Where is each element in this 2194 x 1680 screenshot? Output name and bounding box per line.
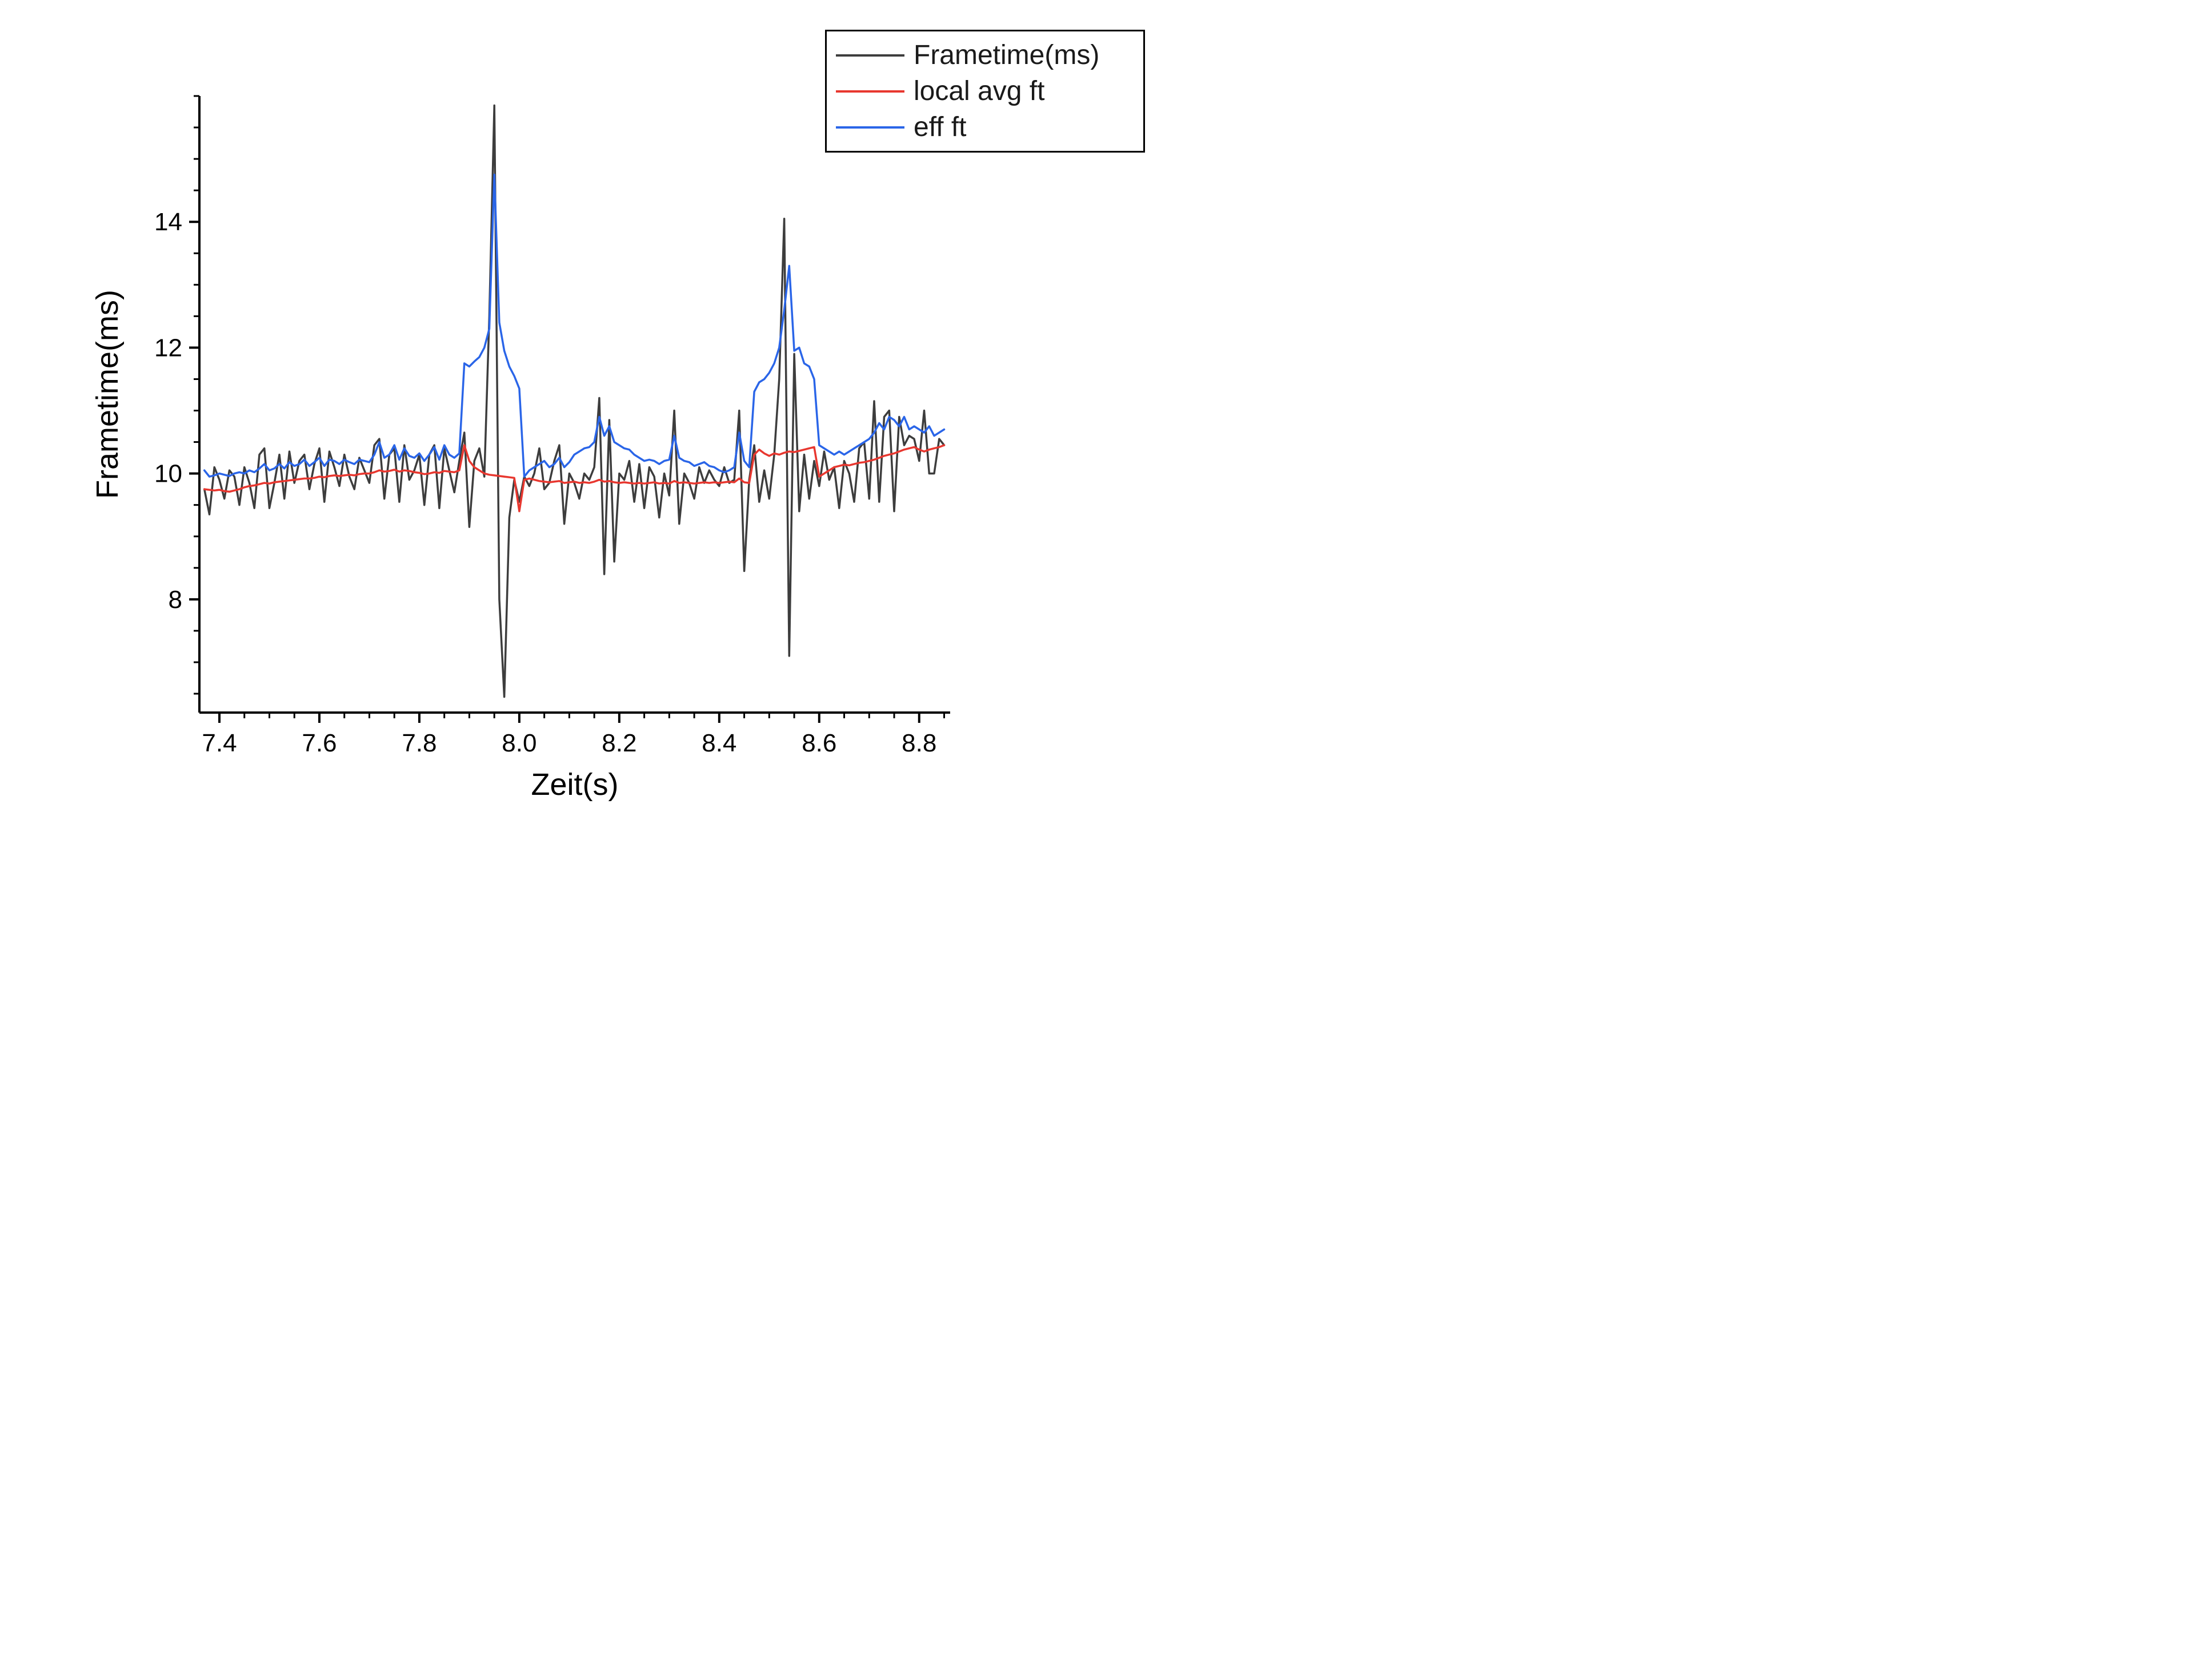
y-axis-title: Frametime(ms)	[90, 290, 125, 499]
legend-label-eff-ft: eff ft	[914, 112, 967, 142]
legend: Frametime(ms) local avg ft eff ft	[825, 30, 1145, 153]
chart-canvas: 7.4 7.6 7.8 8.0 8.2 8.4 8.6 8.8 8 10 12 14	[154, 95, 950, 757]
legend-item-local-avg-ft: local avg ft	[836, 75, 1143, 107]
x-tick-label: 7.4	[202, 729, 237, 757]
legend-label-local-avg-ft: local avg ft	[914, 76, 1045, 106]
chart-figure: 7.4 7.6 7.8 8.0 8.2 8.4 8.6 8.8 8 10 12 14 Zeit(s) …	[0, 0, 1145, 840]
legend-item-frametime: Frametime(ms)	[836, 39, 1143, 71]
x-tick-label: 7.6	[302, 729, 337, 757]
series-line-eff-ft	[203, 173, 946, 478]
x-tick-label: 8.8	[902, 729, 936, 757]
x-tick-label: 8.4	[702, 729, 736, 757]
legend-line-sample-eff-ft	[836, 126, 904, 129]
y-tick-label: 8	[169, 586, 182, 614]
y-tick-label: 12	[154, 334, 182, 362]
x-tick-label: 8.6	[802, 729, 836, 757]
x-axis-title: Zeit(s)	[531, 767, 619, 802]
x-tick-label: 8.2	[602, 729, 636, 757]
x-tick-label: 8.0	[502, 729, 537, 757]
series-line-local-avg-ft	[203, 444, 946, 513]
legend-item-eff-ft: eff ft	[836, 111, 1143, 143]
series-line-frametime-ms-	[203, 104, 946, 698]
y-tick-label: 14	[154, 208, 182, 236]
legend-label-frametime: Frametime(ms)	[914, 40, 1100, 70]
x-tick-label: 7.8	[402, 729, 437, 757]
legend-line-sample-frametime	[836, 54, 904, 57]
legend-line-sample-local-avg-ft	[836, 90, 904, 93]
y-tick-label: 10	[154, 460, 182, 488]
